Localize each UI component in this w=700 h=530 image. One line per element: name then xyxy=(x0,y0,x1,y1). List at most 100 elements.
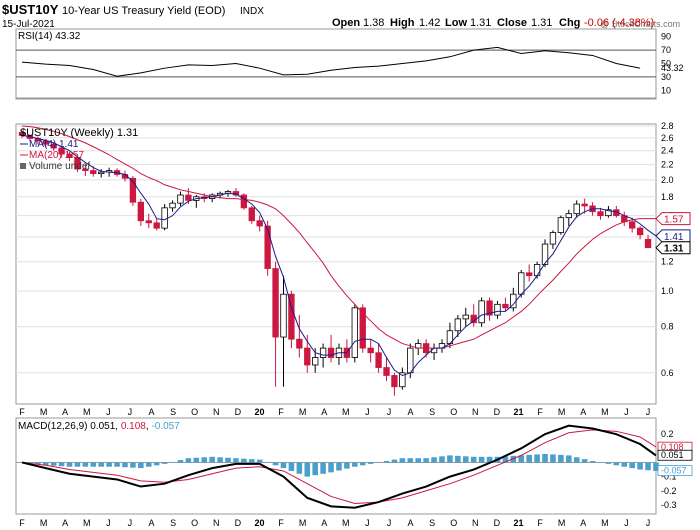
rsi-y-tick: 90 xyxy=(661,32,671,42)
macd-value: 0.051 xyxy=(90,421,115,432)
macd-x-tick: S xyxy=(170,518,176,528)
macd-hist-bar xyxy=(225,457,231,463)
macd-hist-bar xyxy=(122,462,128,468)
macd-hist-bar xyxy=(153,462,160,466)
price-panel: 2.82.62.42.22.01.81.61.41.21.00.80.6 1.5… xyxy=(15,121,691,417)
signal-value: 0.108 xyxy=(121,421,146,432)
price-x-tick: M xyxy=(83,407,91,417)
macd-value-tag: 0.051 xyxy=(661,450,684,460)
macd-x-tick: M xyxy=(83,518,91,528)
open-label: Open xyxy=(332,17,360,29)
macd-hist-bar xyxy=(645,462,651,471)
macd-hist-bar xyxy=(336,462,342,471)
candle xyxy=(644,238,652,249)
macd-hist-bar xyxy=(114,462,120,467)
macd-hist-bar xyxy=(296,462,303,474)
ma4-line xyxy=(21,134,657,377)
price-x-tick: D xyxy=(494,407,501,417)
low-label: Low xyxy=(445,17,467,29)
ma4-legend: MA(4) 1.41 xyxy=(29,139,79,150)
macd-line xyxy=(21,424,657,509)
price-x-tick: A xyxy=(149,407,155,417)
candle xyxy=(462,314,469,320)
candle xyxy=(327,347,335,358)
candle xyxy=(541,243,549,265)
macd-label-text: MACD(12,26,9) xyxy=(18,421,87,432)
macd-hist-bar xyxy=(629,462,635,469)
candle xyxy=(304,347,311,366)
macd-hist-bar xyxy=(169,461,176,463)
macd-hist-bar xyxy=(462,456,469,463)
close-value: 1.31 xyxy=(531,17,552,29)
macd-hist-bar xyxy=(407,458,414,463)
price-x-tick: M xyxy=(299,407,307,417)
candle xyxy=(573,203,580,215)
macd-hist-bar xyxy=(328,462,334,473)
candle xyxy=(296,338,303,349)
macd-hist-bar xyxy=(42,462,49,466)
macd-hist-bar xyxy=(90,462,97,467)
candle xyxy=(391,375,398,388)
macd-hist-bar xyxy=(375,462,382,463)
macd-hist-bar xyxy=(74,462,81,467)
macd-x-tick: M xyxy=(342,518,350,528)
macd-x-tick: A xyxy=(580,518,586,528)
rsi-frame xyxy=(15,28,657,100)
macd-hist-bar xyxy=(312,462,318,476)
macd-x-tick: O xyxy=(450,518,457,528)
candle xyxy=(367,347,374,354)
price-x-tick: M xyxy=(601,407,609,417)
price-y-tick: 0.6 xyxy=(661,368,674,378)
chg-value: -0.06 (-4.38%) xyxy=(584,17,654,29)
hist-value-tag: -0.057 xyxy=(661,466,687,476)
macd-x-tick: O xyxy=(191,518,198,528)
macd-x-tick: J xyxy=(624,518,629,528)
price-x-tick: S xyxy=(429,407,435,417)
close-label: Close xyxy=(497,17,527,29)
candle xyxy=(58,147,65,155)
macd-hist-bar xyxy=(550,454,556,463)
close-value-tag: 1.31 xyxy=(664,244,684,255)
price-y-tick: 2.8 xyxy=(661,121,674,131)
candle xyxy=(629,221,636,229)
price-x-tick: N xyxy=(213,407,220,417)
macd-hist-bar xyxy=(256,459,263,463)
macd-x-tick: N xyxy=(472,518,479,528)
price-y-tick: 2.6 xyxy=(661,133,674,143)
rsi-line xyxy=(21,46,641,77)
price-title: $UST10Y (Weekly) xyxy=(20,127,114,139)
price-legend: $UST10Y (Weekly) 1.31 MA(4) 1.41 MA(20) … xyxy=(20,127,138,172)
candle xyxy=(42,140,49,145)
price-frame xyxy=(15,123,657,405)
candle xyxy=(74,157,81,170)
macd-x-tick: J xyxy=(128,518,133,528)
macd-hist-bar xyxy=(58,462,65,467)
macd-hist-bar xyxy=(534,454,540,463)
macd-hist-bar xyxy=(566,455,572,463)
rsi-last-label: 43.32 xyxy=(661,63,684,73)
candle xyxy=(605,209,612,217)
candle xyxy=(319,347,327,358)
instrument-name: 10-Year US Treasury Yield (EOD) xyxy=(62,5,225,17)
price-x-tick: N xyxy=(472,407,479,417)
rsi-y-tick: 10 xyxy=(661,85,671,95)
macd-y-tick: -0.3 xyxy=(661,500,677,510)
price-x-tick: F xyxy=(278,407,284,417)
price-x-tick: O xyxy=(450,407,457,417)
exchange: INDX xyxy=(240,6,264,17)
macd-hist-bar xyxy=(66,462,73,467)
macd-x-tick: J xyxy=(646,518,651,528)
price-x-tick: J xyxy=(128,407,133,417)
candle xyxy=(90,170,97,175)
candle xyxy=(312,357,319,366)
macd-hist-bar xyxy=(352,462,358,467)
price-x-tick: M xyxy=(40,407,48,417)
candle xyxy=(50,143,57,149)
high-value: 1.42 xyxy=(419,17,440,29)
macd-hist-bar xyxy=(241,458,247,463)
candle xyxy=(565,213,572,219)
macd-hist-bar xyxy=(98,462,104,467)
macd-hist-bar xyxy=(605,462,612,464)
price-x-tick: S xyxy=(170,407,176,417)
